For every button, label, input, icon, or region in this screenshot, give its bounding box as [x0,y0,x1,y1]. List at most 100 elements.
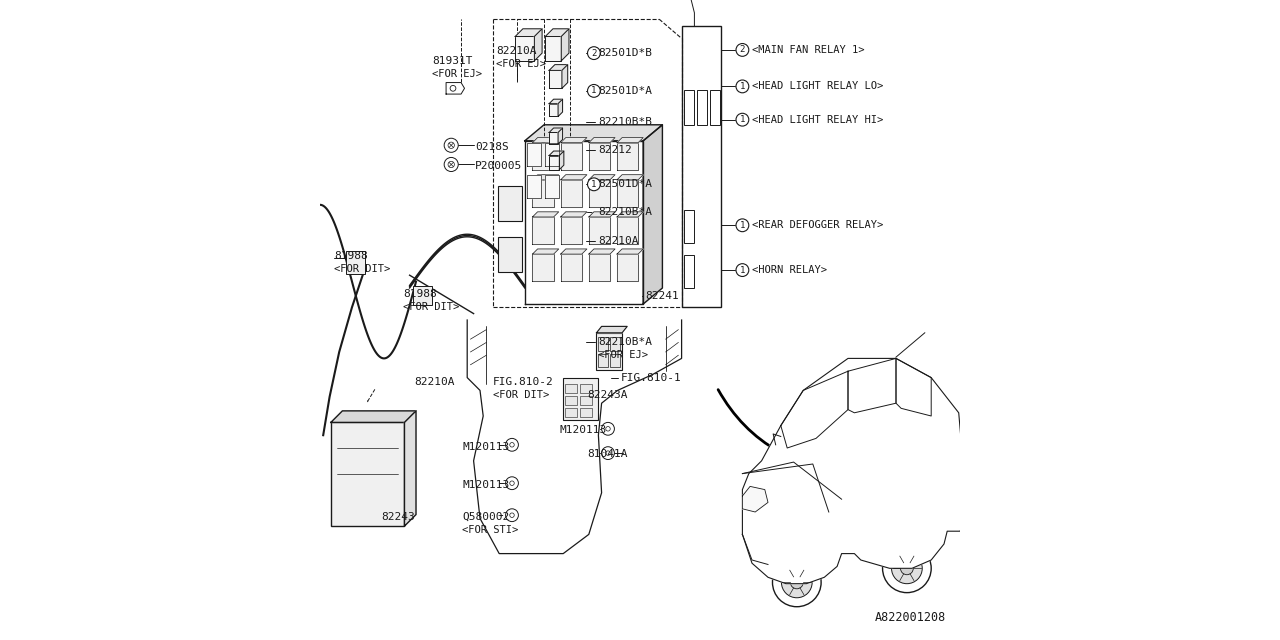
Polygon shape [617,180,637,207]
Text: 81988: 81988 [403,289,436,300]
Polygon shape [545,29,570,36]
Bar [611,354,620,367]
Text: <HEAD LIGHT RELAY LO>: <HEAD LIGHT RELAY LO> [753,81,883,92]
Polygon shape [525,125,663,141]
Text: 82501D*B: 82501D*B [599,48,653,58]
Polygon shape [549,70,562,88]
Text: 82210A: 82210A [497,46,536,56]
Circle shape [736,80,749,93]
Text: 82243: 82243 [381,512,415,522]
Bar [599,337,608,351]
Bar [596,333,622,370]
Circle shape [448,142,454,148]
Circle shape [448,161,454,168]
Polygon shape [549,132,558,144]
Polygon shape [561,212,586,217]
Polygon shape [589,249,616,254]
Circle shape [891,553,922,584]
Text: 82212: 82212 [599,145,632,156]
Circle shape [883,544,932,593]
Text: 82501D*A: 82501D*A [599,86,653,96]
Bar [749,540,765,556]
Text: 1: 1 [740,115,745,124]
Circle shape [588,178,600,191]
Text: FIG.810-1: FIG.810-1 [621,372,681,383]
Bar [611,337,620,351]
Circle shape [736,44,749,56]
Text: Q580002: Q580002 [462,512,509,522]
Polygon shape [516,29,543,36]
Text: <FOR DIT>: <FOR DIT> [334,264,390,274]
Text: 82243A: 82243A [588,390,628,400]
Bar [684,90,694,125]
Polygon shape [561,175,586,180]
Text: FIG.810-2: FIG.810-2 [493,377,553,387]
Circle shape [509,513,515,517]
Polygon shape [527,143,540,166]
Bar [581,396,591,405]
Bar [412,286,433,305]
Polygon shape [589,143,611,170]
Polygon shape [589,212,616,217]
Text: 82210B*B: 82210B*B [599,116,653,127]
Bar [330,422,404,526]
Circle shape [791,576,804,589]
Polygon shape [589,138,616,143]
Circle shape [736,264,749,276]
Text: 82210B*A: 82210B*A [599,207,653,218]
Polygon shape [589,254,611,281]
Polygon shape [561,143,581,170]
Circle shape [506,509,518,522]
Circle shape [901,562,914,575]
Circle shape [602,447,614,460]
Polygon shape [549,99,563,104]
Polygon shape [617,138,644,143]
Circle shape [588,84,600,97]
Polygon shape [742,358,965,584]
Bar [566,396,576,405]
Circle shape [602,422,614,435]
Text: 1: 1 [591,180,596,189]
Text: M120113: M120113 [462,442,509,452]
Circle shape [506,438,518,451]
Bar [498,186,522,221]
Text: 1: 1 [591,86,596,95]
Circle shape [509,443,515,447]
Text: 1: 1 [740,82,745,91]
Polygon shape [558,99,563,116]
Polygon shape [617,217,637,244]
Circle shape [506,477,518,490]
Polygon shape [562,65,568,88]
Circle shape [588,47,600,60]
Polygon shape [532,254,554,281]
Text: 1: 1 [740,266,745,275]
Polygon shape [561,138,586,143]
Bar [581,408,591,417]
Circle shape [781,567,813,598]
Bar [684,210,694,243]
Text: 81931T: 81931T [433,56,472,66]
Polygon shape [561,217,581,244]
Text: <REAR DEFOGGER RELAY>: <REAR DEFOGGER RELAY> [753,220,883,230]
Circle shape [736,219,749,232]
Text: 82210A: 82210A [599,236,639,246]
Polygon shape [589,217,611,244]
Polygon shape [549,156,559,170]
Text: A822001208: A822001208 [874,611,946,624]
Polygon shape [644,125,663,304]
Circle shape [509,481,515,486]
Text: <FOR STI>: <FOR STI> [462,525,518,535]
Polygon shape [559,151,564,170]
Bar [346,252,365,274]
Circle shape [736,113,749,126]
Polygon shape [545,175,559,198]
Bar [709,90,719,125]
Polygon shape [561,29,570,61]
Text: <FOR EJ>: <FOR EJ> [433,68,483,79]
Polygon shape [532,138,559,143]
Polygon shape [532,175,559,180]
Bar [684,255,694,288]
Polygon shape [617,143,637,170]
Polygon shape [558,128,563,144]
Polygon shape [617,175,644,180]
